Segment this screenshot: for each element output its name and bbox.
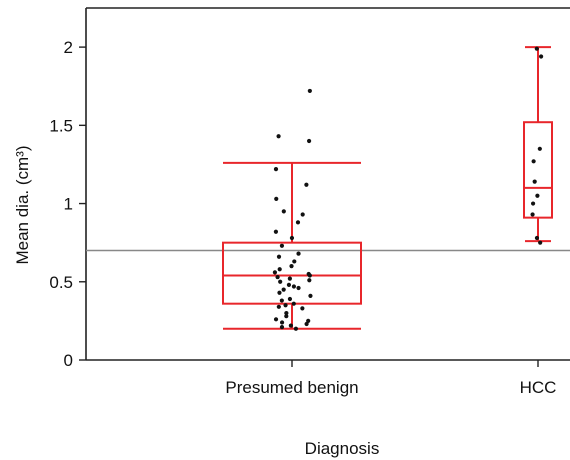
data-point <box>277 267 282 272</box>
data-point <box>274 196 279 201</box>
data-point <box>283 303 288 308</box>
data-point <box>307 273 312 278</box>
data-point <box>279 243 285 248</box>
data-point <box>289 235 295 241</box>
data-point <box>534 235 540 241</box>
data-point <box>278 279 283 284</box>
data-point <box>281 209 286 214</box>
x-axis-title: Diagnosis <box>305 439 380 458</box>
data-point <box>295 220 301 225</box>
x-tick-label: Presumed benign <box>225 378 358 397</box>
data-point <box>279 298 284 303</box>
data-point <box>296 285 301 291</box>
data-point <box>531 159 536 164</box>
data-point <box>306 318 311 323</box>
data-point <box>291 284 297 289</box>
data-point <box>273 167 279 172</box>
data-point <box>287 276 292 281</box>
data-point <box>292 259 297 264</box>
data-point <box>289 264 294 269</box>
x-tick-label: HCC <box>520 378 557 397</box>
data-point <box>534 46 539 51</box>
data-point <box>276 254 282 259</box>
data-point <box>275 274 280 280</box>
data-point <box>276 134 281 139</box>
data-point <box>284 314 289 319</box>
data-point <box>535 193 540 198</box>
data-point <box>281 287 286 292</box>
data-point <box>307 88 312 94</box>
data-point <box>530 212 535 217</box>
data-point <box>288 323 293 328</box>
data-point <box>277 290 282 295</box>
data-point <box>308 293 313 298</box>
iqr-box <box>523 121 553 219</box>
data-point <box>272 270 278 275</box>
plot-area: 0 0.5 1 1.5 2 Presumed benign HCC <box>49 7 570 397</box>
data-point <box>279 320 285 325</box>
data-point <box>532 179 537 184</box>
y-tick-label: 1.5 <box>49 116 73 135</box>
data-point <box>537 146 542 151</box>
data-point <box>530 201 536 206</box>
data-point <box>273 317 279 322</box>
data-point <box>284 310 289 316</box>
iqr-box <box>222 241 362 305</box>
data-point <box>304 182 309 187</box>
data-point <box>293 326 299 331</box>
data-point <box>306 138 312 144</box>
data-point <box>300 212 305 217</box>
data-point <box>287 296 293 302</box>
y-tick-label: 0 <box>64 351 73 370</box>
y-tick-label: 2 <box>64 38 73 57</box>
data-point <box>279 325 285 330</box>
data-point <box>538 240 543 245</box>
data-point <box>273 229 279 234</box>
data-point <box>286 282 292 288</box>
y-tick-label: 0.5 <box>49 273 73 292</box>
data-point <box>304 321 309 327</box>
data-point <box>300 306 305 311</box>
data-point <box>539 54 544 59</box>
data-point <box>307 278 312 283</box>
data-point <box>291 301 296 306</box>
y-tick-label: 1 <box>64 195 73 214</box>
y-axis-title: Mean dia. (cm³) <box>13 145 32 264</box>
data-point <box>296 251 301 256</box>
data-point <box>276 304 281 309</box>
